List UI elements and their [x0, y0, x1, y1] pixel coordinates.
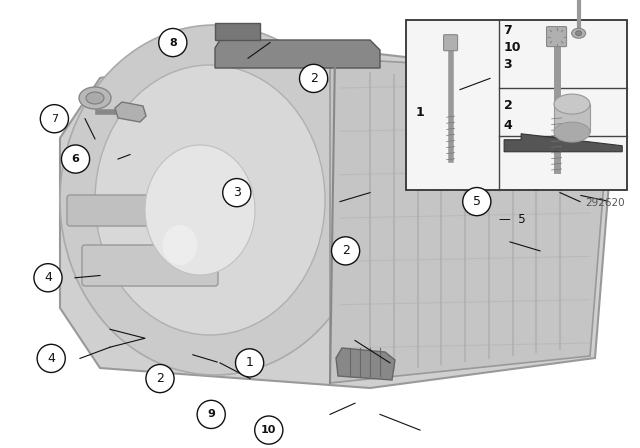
- Text: 2: 2: [310, 72, 317, 85]
- FancyBboxPatch shape: [67, 195, 163, 226]
- Ellipse shape: [145, 145, 255, 275]
- Polygon shape: [555, 136, 582, 163]
- Circle shape: [255, 416, 283, 444]
- Ellipse shape: [552, 143, 564, 157]
- Circle shape: [197, 401, 225, 428]
- Polygon shape: [215, 23, 260, 40]
- Text: 10: 10: [261, 425, 276, 435]
- Polygon shape: [115, 102, 146, 122]
- FancyBboxPatch shape: [406, 20, 627, 190]
- Text: 10: 10: [504, 41, 521, 54]
- Polygon shape: [504, 134, 622, 152]
- Ellipse shape: [163, 225, 198, 265]
- Text: 6: 6: [72, 154, 79, 164]
- Text: 2: 2: [504, 99, 512, 112]
- Circle shape: [223, 179, 251, 207]
- Circle shape: [159, 29, 187, 56]
- Circle shape: [34, 264, 62, 292]
- FancyBboxPatch shape: [547, 26, 566, 47]
- Circle shape: [236, 349, 264, 377]
- Circle shape: [463, 188, 491, 215]
- Text: 7: 7: [51, 114, 58, 124]
- Circle shape: [40, 105, 68, 133]
- Ellipse shape: [572, 28, 586, 38]
- Polygon shape: [215, 40, 380, 68]
- Text: 3: 3: [504, 58, 512, 71]
- Ellipse shape: [79, 87, 111, 109]
- Ellipse shape: [86, 92, 104, 104]
- Text: 4: 4: [44, 271, 52, 284]
- FancyBboxPatch shape: [82, 245, 218, 286]
- Polygon shape: [336, 348, 395, 380]
- Text: 1: 1: [415, 106, 424, 119]
- Text: 7: 7: [504, 24, 512, 37]
- Polygon shape: [330, 58, 610, 383]
- Circle shape: [61, 145, 90, 173]
- Text: 2: 2: [342, 244, 349, 258]
- Ellipse shape: [575, 31, 582, 36]
- FancyBboxPatch shape: [444, 34, 458, 51]
- Text: 8: 8: [169, 38, 177, 47]
- Ellipse shape: [554, 122, 590, 142]
- Text: 292620: 292620: [586, 198, 625, 208]
- Text: 2: 2: [156, 372, 164, 385]
- Text: —  5: — 5: [499, 213, 526, 226]
- Circle shape: [37, 345, 65, 372]
- FancyBboxPatch shape: [554, 104, 590, 132]
- Ellipse shape: [60, 25, 370, 375]
- Circle shape: [146, 365, 174, 392]
- Text: 9: 9: [207, 409, 215, 419]
- Text: 3: 3: [233, 186, 241, 199]
- Circle shape: [332, 237, 360, 265]
- Text: 4: 4: [47, 352, 55, 365]
- Circle shape: [300, 65, 328, 92]
- Text: 4: 4: [504, 119, 512, 132]
- Ellipse shape: [95, 65, 325, 335]
- Text: 5: 5: [473, 195, 481, 208]
- Polygon shape: [60, 53, 615, 388]
- Ellipse shape: [554, 94, 590, 114]
- Text: 1: 1: [246, 356, 253, 370]
